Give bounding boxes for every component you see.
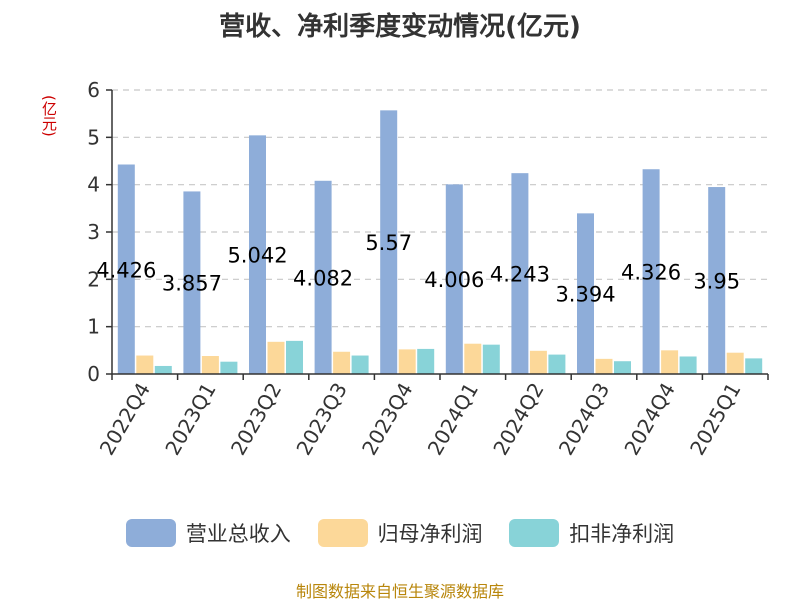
x-tick-label: 2023Q4: [357, 379, 417, 460]
data-label-revenue: 5.57: [365, 231, 412, 255]
bar-deducted-profit: [679, 356, 697, 374]
y-tick-label: 6: [87, 78, 100, 102]
bar-net-profit: [661, 350, 679, 374]
bar-revenue: [249, 135, 266, 374]
legend-swatch-net-profit: [317, 519, 368, 547]
legend-label-revenue: 营业总收入: [185, 522, 291, 546]
legend-item-revenue[interactable]: 营业总收入: [125, 518, 291, 548]
bar-revenue: [380, 110, 398, 374]
legend-swatch-revenue: [125, 519, 176, 547]
bar-net-profit: [595, 358, 613, 374]
bar-deducted-profit: [482, 344, 500, 374]
legend-label-net-profit: 归母净利润: [377, 522, 483, 546]
x-tick-label: 2024Q4: [619, 379, 679, 460]
bar-deducted-profit: [745, 358, 763, 374]
data-label-revenue: 3.857: [162, 272, 222, 296]
bar-revenue: [577, 213, 594, 374]
bar-deducted-profit: [351, 355, 369, 374]
bar-deducted-profit: [548, 354, 566, 374]
data-label-revenue: 4.006: [424, 268, 484, 292]
bar-net-profit: [267, 341, 285, 374]
x-tick-label: 2024Q2: [488, 379, 548, 460]
bar-revenue: [511, 173, 529, 374]
bar-net-profit: [333, 351, 351, 374]
bar-revenue: [708, 187, 726, 374]
bar-net-profit: [136, 355, 154, 374]
legend: 营业总收入 归母净利润 扣非净利润: [0, 518, 800, 548]
x-tick-label: 2024Q1: [423, 379, 483, 460]
x-tick-label: 2022Q4: [95, 379, 155, 460]
legend-swatch-deducted-profit: [509, 519, 560, 547]
bar-net-profit: [726, 352, 744, 374]
x-tick-label: 2024Q3: [554, 379, 614, 460]
y-tick-label: 2: [87, 267, 100, 291]
bar-net-profit: [201, 356, 219, 374]
data-label-revenue: 4.426: [96, 258, 156, 282]
y-axis-unit-label: (亿元): [40, 95, 58, 137]
legend-item-deducted-profit[interactable]: 扣非净利润: [509, 518, 674, 548]
y-tick-label: 3: [87, 220, 100, 244]
x-tick-label: 2023Q3: [291, 379, 351, 460]
data-label-revenue: 3.95: [693, 270, 740, 294]
x-tick-label: 2023Q2: [226, 379, 286, 460]
data-label-revenue: 4.243: [490, 263, 550, 287]
bar-net-profit: [529, 350, 547, 374]
x-tick-label: 2023Q1: [160, 379, 220, 460]
legend-label-deducted-profit: 扣非净利润: [569, 522, 675, 546]
bar-revenue: [642, 169, 660, 374]
bar-deducted-profit: [614, 361, 631, 374]
data-label-revenue: 5.042: [227, 244, 287, 268]
bar-deducted-profit: [220, 361, 238, 374]
x-tick-label: 2025Q1: [685, 379, 745, 460]
bar-net-profit: [464, 343, 482, 374]
bar-revenue: [445, 184, 463, 374]
y-tick-label: 4: [87, 173, 100, 197]
bar-deducted-profit: [286, 340, 303, 374]
bar-series: [117, 110, 763, 374]
data-label-revenue: 4.326: [621, 261, 681, 285]
bar-deducted-profit: [154, 365, 172, 374]
chart-title: 营收、净利季度变动情况(亿元): [219, 12, 581, 42]
bar-deducted-profit: [417, 348, 435, 374]
bar-net-profit: [398, 349, 416, 374]
data-label-revenue: 4.082: [293, 266, 353, 290]
y-tick-label: 5: [87, 125, 100, 149]
data-label-revenue: 3.394: [555, 283, 615, 307]
y-tick-label: 0: [87, 362, 100, 386]
bar-revenue: [183, 191, 201, 374]
data-source-note: 制图数据来自恒生聚源数据库: [295, 582, 504, 601]
bar-revenue: [117, 164, 135, 374]
bar-revenue: [314, 180, 332, 374]
legend-item-net-profit[interactable]: 归母净利润: [317, 518, 483, 548]
y-tick-label: 1: [87, 315, 100, 339]
